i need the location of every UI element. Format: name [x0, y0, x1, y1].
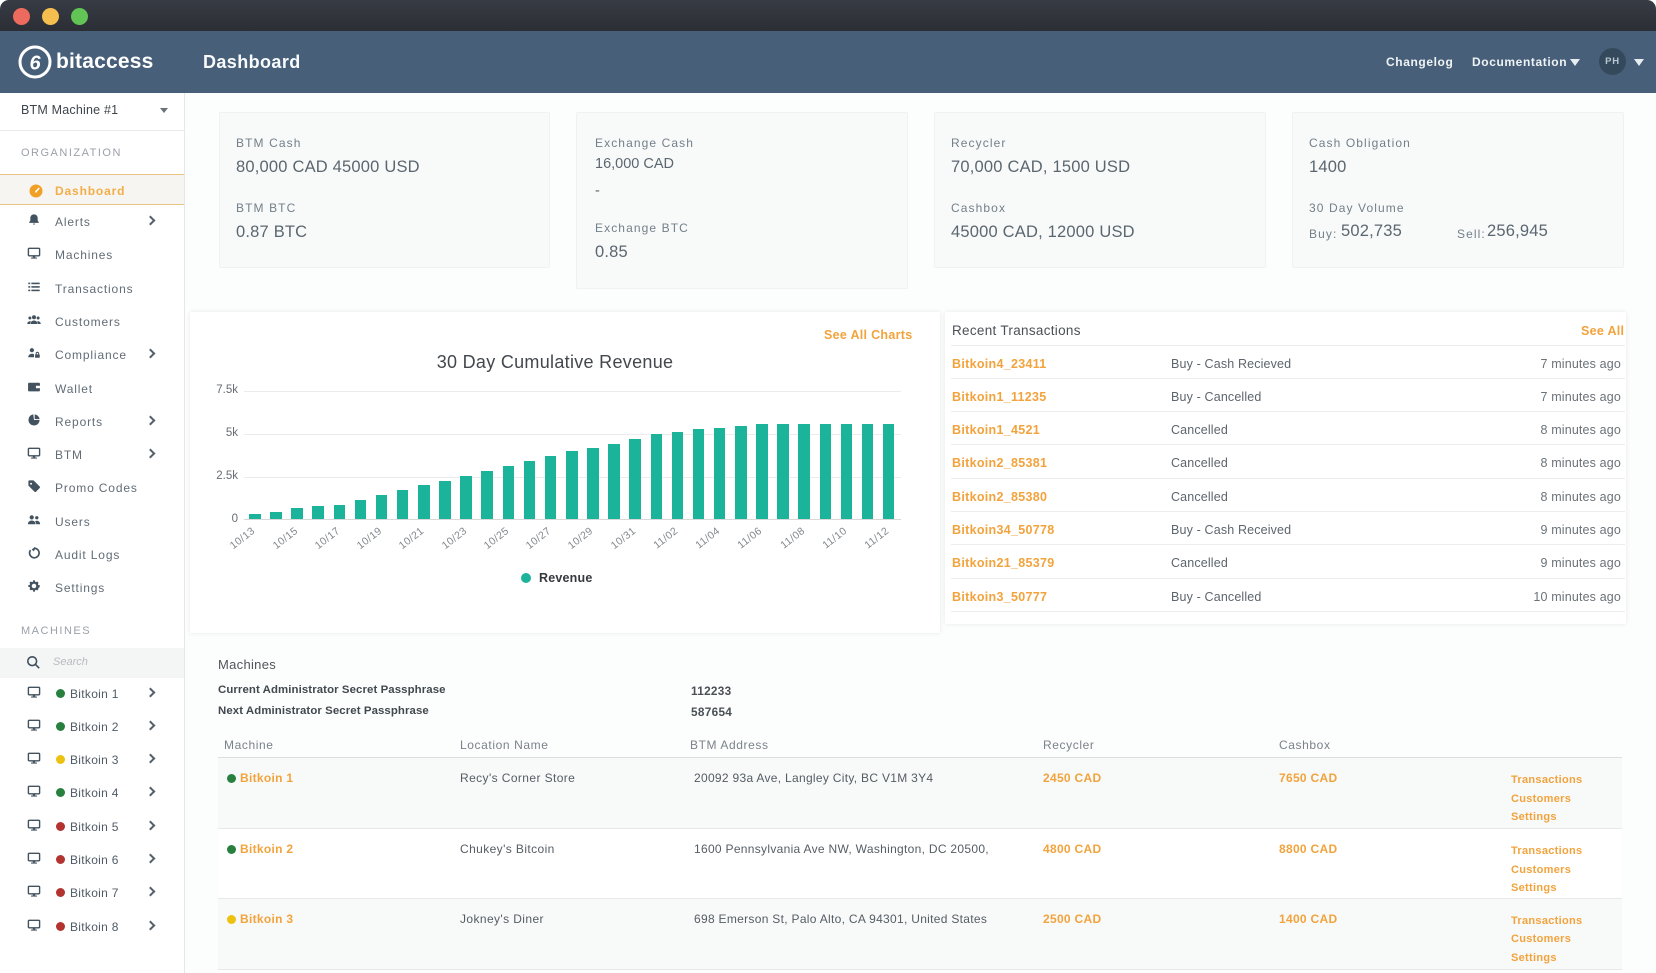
svg-text:6: 6: [29, 53, 41, 75]
